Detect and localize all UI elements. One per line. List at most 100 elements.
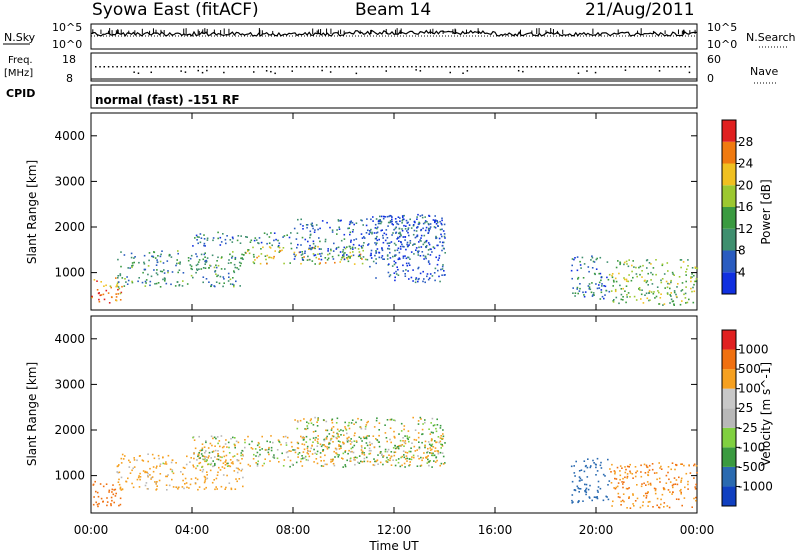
data-point bbox=[418, 457, 420, 460]
data-point bbox=[394, 464, 397, 467]
data-point bbox=[579, 260, 581, 263]
data-point bbox=[665, 280, 668, 283]
data-point bbox=[580, 469, 583, 471]
data-point bbox=[111, 488, 114, 491]
data-point bbox=[658, 462, 660, 464]
data-point bbox=[619, 263, 621, 266]
data-point bbox=[147, 460, 149, 463]
data-point bbox=[614, 477, 616, 480]
data-point bbox=[643, 463, 646, 466]
data-point bbox=[346, 459, 348, 462]
data-point bbox=[169, 468, 172, 471]
data-point bbox=[423, 452, 425, 454]
data-point bbox=[573, 258, 575, 261]
data-point bbox=[236, 453, 239, 455]
data-point bbox=[240, 452, 243, 454]
data-point bbox=[347, 452, 349, 455]
data-point bbox=[330, 248, 332, 251]
data-point bbox=[597, 486, 600, 488]
data-point bbox=[376, 459, 379, 461]
data-point bbox=[375, 419, 378, 422]
data-point bbox=[162, 462, 165, 465]
data-point bbox=[414, 450, 417, 452]
x-axis-ticks: 00:00 04:00 08:00 12:00 16:00 20:00 00:00 bbox=[74, 113, 714, 537]
data-point bbox=[117, 281, 120, 283]
data-point bbox=[642, 264, 644, 267]
freq-point bbox=[231, 66, 234, 68]
data-point bbox=[351, 231, 354, 233]
data-point bbox=[228, 259, 230, 261]
data-point bbox=[349, 460, 351, 462]
data-point bbox=[149, 467, 151, 470]
data-point bbox=[428, 243, 431, 246]
data-point bbox=[666, 293, 669, 295]
data-point bbox=[198, 236, 200, 238]
data-point bbox=[147, 273, 149, 276]
freq-point bbox=[650, 66, 652, 68]
data-point bbox=[206, 477, 209, 480]
data-point bbox=[273, 455, 275, 458]
data-point bbox=[388, 245, 390, 247]
data-point bbox=[394, 249, 396, 252]
data-point bbox=[342, 458, 344, 460]
data-point bbox=[318, 237, 320, 239]
data-point bbox=[402, 245, 404, 248]
data-point bbox=[270, 232, 272, 234]
data-point bbox=[297, 456, 299, 458]
data-point bbox=[584, 490, 587, 493]
data-point bbox=[672, 273, 674, 275]
data-point bbox=[149, 284, 151, 287]
data-point bbox=[660, 293, 662, 295]
colorbar-tick-label: 100 bbox=[738, 382, 761, 396]
data-point bbox=[163, 272, 166, 274]
data-point bbox=[578, 480, 581, 482]
data-point bbox=[442, 433, 444, 435]
data-point bbox=[397, 223, 400, 226]
data-point bbox=[397, 445, 400, 448]
data-point bbox=[390, 455, 393, 458]
data-point bbox=[329, 226, 331, 229]
data-point bbox=[358, 251, 361, 253]
data-point bbox=[402, 236, 405, 238]
data-point bbox=[326, 435, 328, 438]
data-point bbox=[214, 270, 216, 273]
data-point bbox=[217, 450, 219, 452]
data-point bbox=[636, 484, 638, 486]
freq-point bbox=[449, 66, 451, 68]
data-point bbox=[240, 469, 243, 472]
velocity-data bbox=[92, 416, 698, 509]
data-point bbox=[278, 440, 280, 443]
data-point bbox=[574, 292, 577, 294]
data-point bbox=[389, 418, 392, 421]
data-point bbox=[405, 225, 407, 227]
data-point bbox=[201, 443, 204, 445]
data-point bbox=[190, 478, 193, 480]
colorbar-segment bbox=[722, 447, 736, 467]
data-point bbox=[248, 443, 251, 446]
data-point bbox=[170, 283, 172, 286]
data-point bbox=[434, 279, 436, 282]
data-point bbox=[407, 430, 410, 432]
data-point bbox=[116, 284, 118, 286]
data-point bbox=[380, 221, 383, 223]
x-tick-label: 20:00 bbox=[579, 523, 614, 537]
freq-point bbox=[637, 66, 639, 68]
data-point bbox=[229, 278, 232, 281]
data-point bbox=[642, 302, 645, 304]
data-point bbox=[439, 427, 442, 429]
data-point bbox=[116, 282, 119, 285]
data-point bbox=[300, 244, 302, 246]
data-point bbox=[390, 464, 393, 466]
data-point bbox=[435, 223, 438, 225]
data-point bbox=[679, 259, 682, 261]
data-point bbox=[315, 453, 318, 455]
data-point bbox=[435, 237, 437, 240]
data-point bbox=[435, 256, 437, 259]
data-point bbox=[614, 277, 617, 280]
data-point bbox=[619, 262, 622, 264]
data-point bbox=[145, 282, 147, 284]
data-point bbox=[640, 471, 642, 473]
data-point bbox=[672, 483, 675, 486]
data-point bbox=[242, 476, 244, 479]
data-point bbox=[674, 483, 677, 485]
